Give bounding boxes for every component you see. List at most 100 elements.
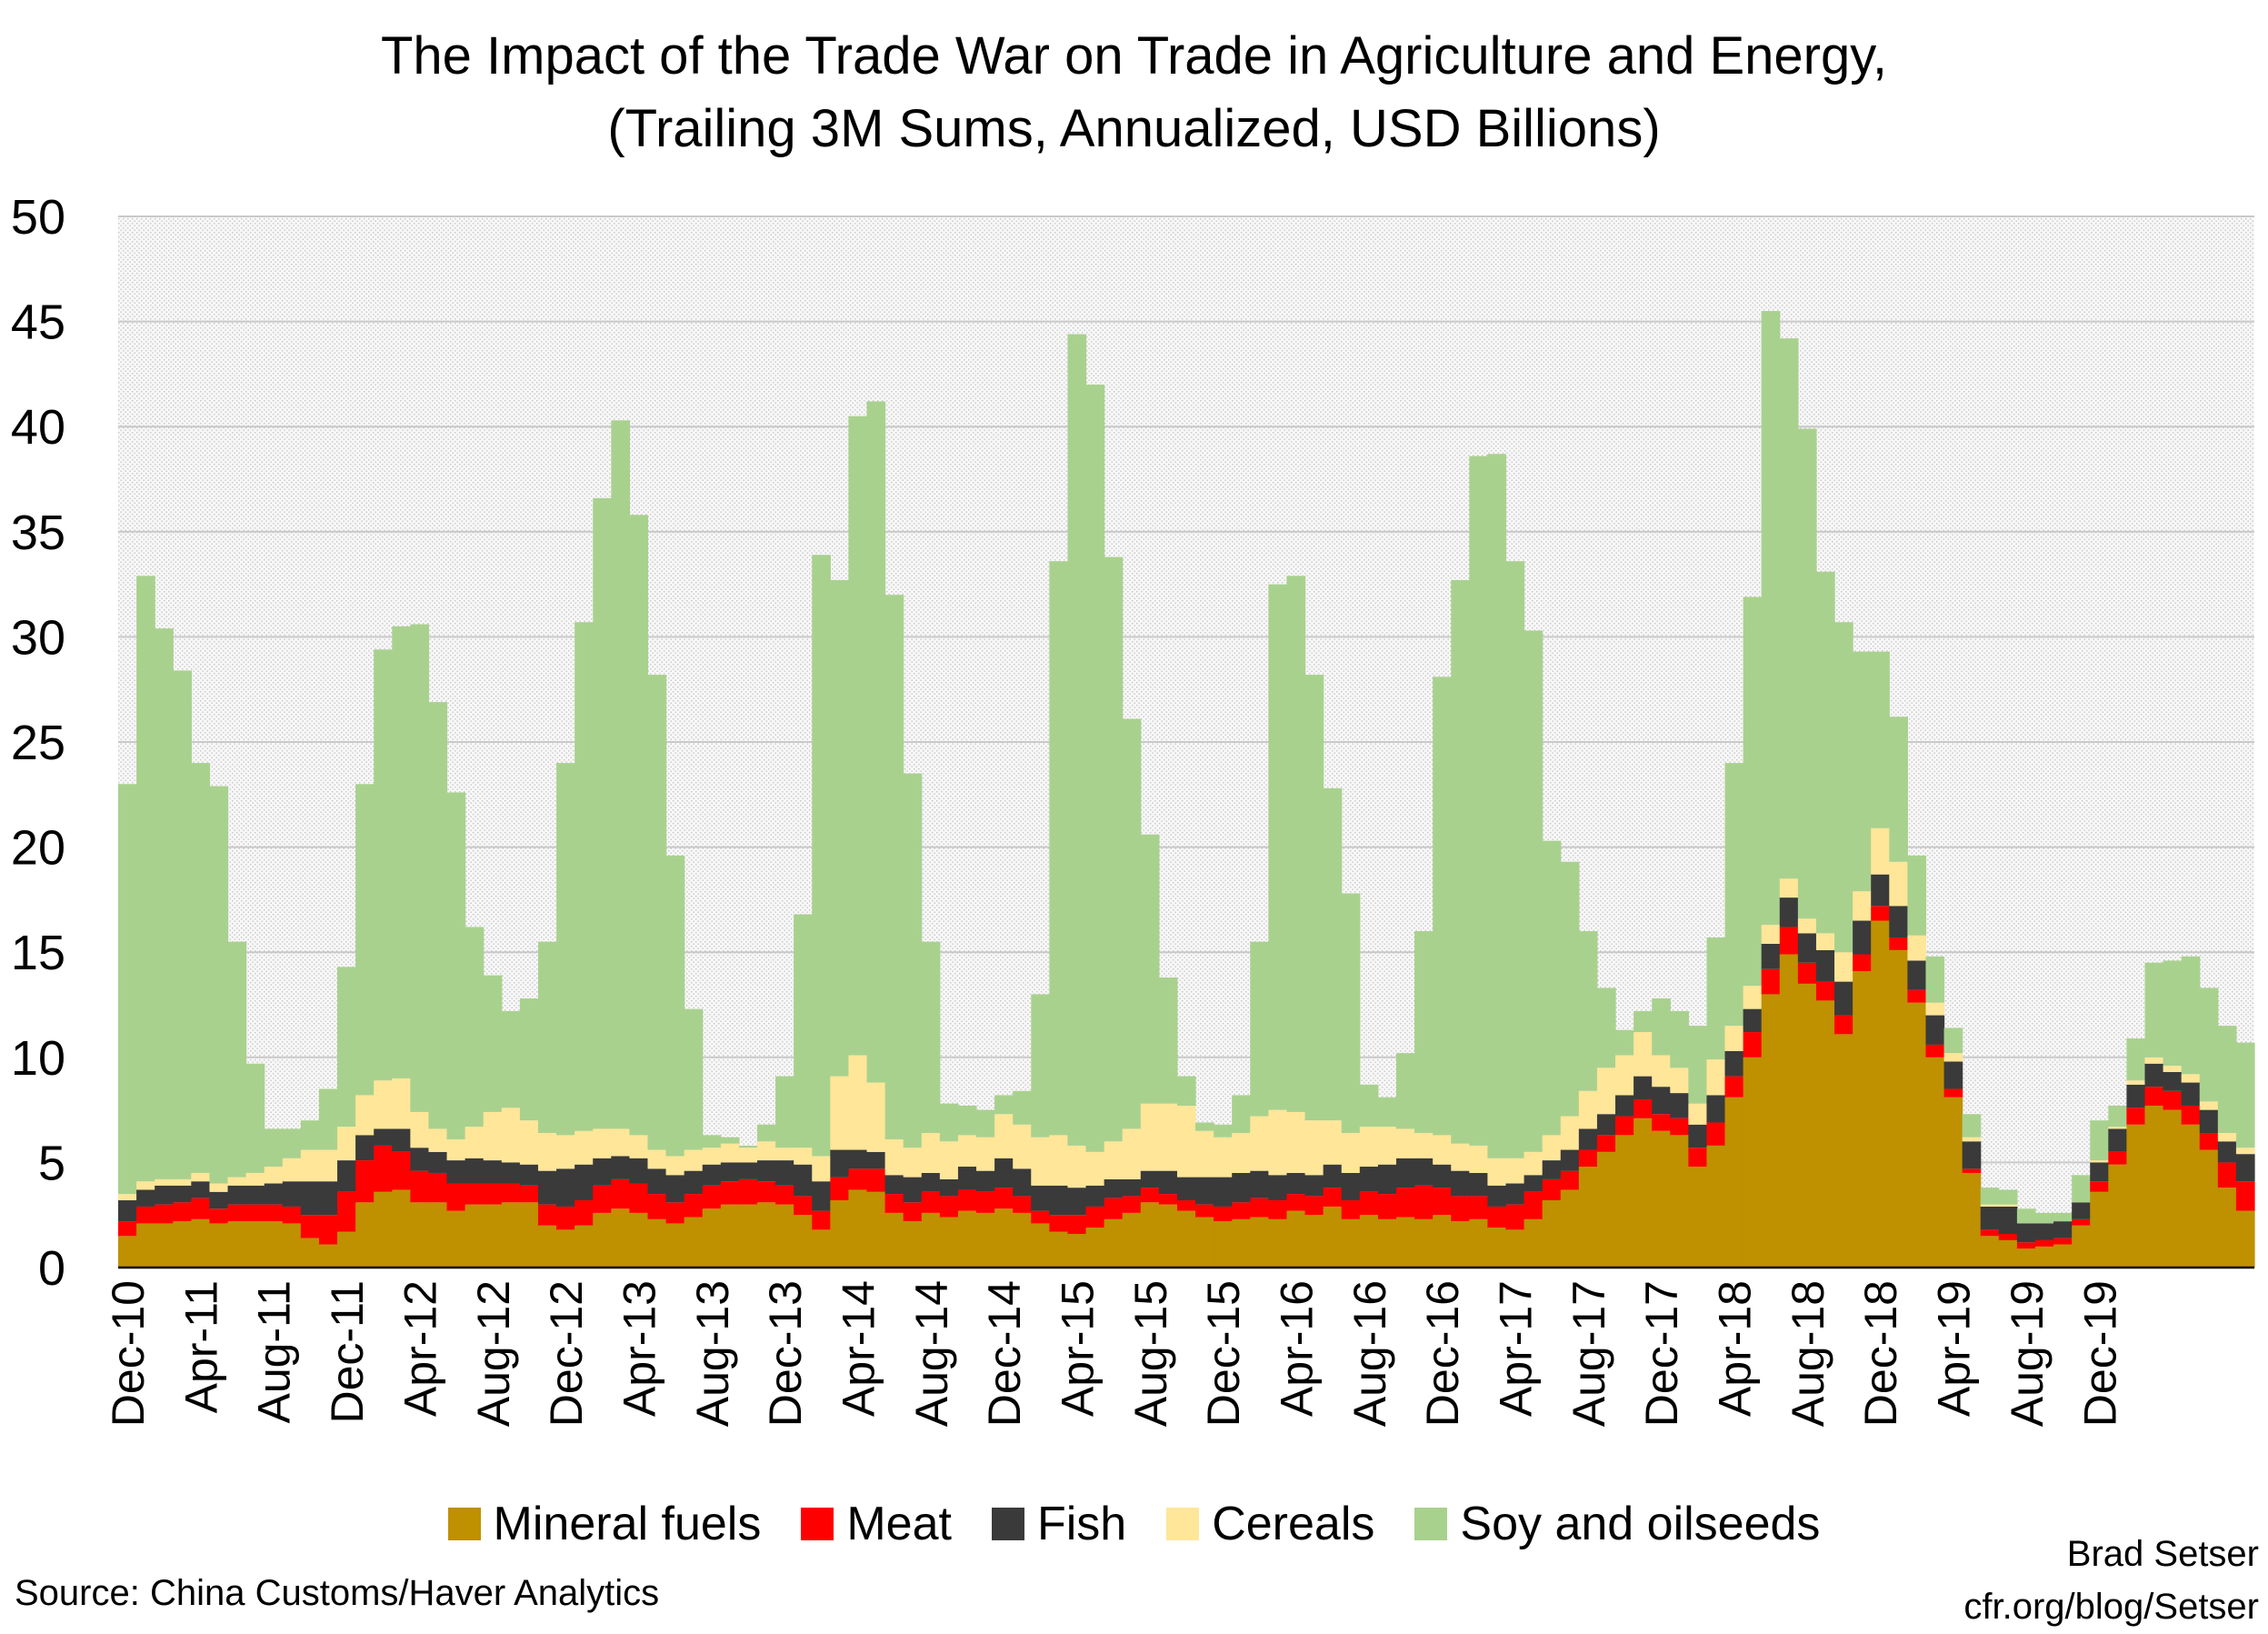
bar-fish-96	[1871, 874, 1890, 907]
bar-fish-105	[2034, 1223, 2054, 1240]
x-tick-label-apr-13: Apr-13	[614, 1280, 664, 1417]
bar-mineral-fuels-14	[374, 1191, 393, 1268]
bar-cereals-81	[1596, 1068, 1616, 1115]
bar-mineral-fuels-91	[1779, 954, 1799, 1268]
bar-fish-54	[1104, 1178, 1124, 1198]
x-tick-label-aug-13: Aug-13	[687, 1280, 738, 1427]
x-tick-label-apr-15: Apr-15	[1053, 1280, 1104, 1417]
bar-cereals-101	[1962, 1137, 1982, 1142]
bar-soy-and-oilseeds-83	[1634, 1010, 1653, 1033]
bar-mineral-fuels-77	[1524, 1218, 1544, 1268]
bar-soy-and-oilseeds-108	[2090, 1120, 2109, 1161]
bar-soy-and-oilseeds-34	[738, 1145, 758, 1148]
bar-mineral-fuels-5	[209, 1223, 229, 1268]
bar-fish-40	[848, 1149, 868, 1169]
legend-label-cereals: Cereals	[1212, 1498, 1375, 1550]
bar-soy-and-oilseeds-55	[1122, 718, 1142, 1129]
x-tick-label-aug-18: Aug-18	[1783, 1280, 1833, 1427]
bar-meat-53	[1085, 1206, 1105, 1228]
bar-mineral-fuels-36	[775, 1204, 794, 1268]
bar-meat-65	[1304, 1196, 1324, 1216]
bar-mineral-fuels-89	[1743, 1057, 1763, 1268]
bar-fish-37	[794, 1164, 813, 1197]
bar-meat-85	[1670, 1118, 1689, 1136]
bar-mineral-fuels-39	[830, 1200, 850, 1268]
bar-fish-89	[1743, 1008, 1763, 1033]
bar-fish-5	[209, 1191, 229, 1209]
bar-cereals-24	[556, 1135, 575, 1169]
legend-item-soy-and-oilseeds: Soy and oilseeds	[1414, 1497, 1820, 1551]
bar-cereals-46	[957, 1135, 977, 1168]
bar-fish-69	[1377, 1164, 1397, 1195]
bar-fish-73	[1451, 1170, 1470, 1197]
bar-meat-99	[1925, 1044, 1945, 1058]
bar-meat-17	[428, 1172, 448, 1203]
bar-soy-and-oilseeds-77	[1524, 630, 1544, 1152]
bar-fish-12	[337, 1160, 356, 1192]
bar-soy-and-oilseeds-79	[1560, 861, 1580, 1117]
bar-meat-89	[1743, 1032, 1763, 1058]
bar-soy-and-oilseeds-90	[1761, 311, 1781, 926]
bar-fish-27	[611, 1156, 630, 1179]
bar-mineral-fuels-88	[1724, 1097, 1744, 1268]
bar-mineral-fuels-83	[1634, 1118, 1653, 1268]
bar-soy-and-oilseeds-47	[976, 1109, 995, 1138]
bar-meat-50	[1031, 1210, 1050, 1224]
bar-mineral-fuels-52	[1067, 1234, 1087, 1268]
bar-soy-and-oilseeds-86	[1688, 1026, 1708, 1104]
bar-mineral-fuels-101	[1962, 1172, 1982, 1268]
bar-mineral-fuels-81	[1596, 1151, 1616, 1268]
bar-mineral-fuels-104	[2016, 1248, 2036, 1268]
bar-soy-and-oilseeds-4	[191, 763, 211, 1173]
x-tick-label-dec-12: Dec-12	[541, 1280, 592, 1427]
bar-fish-50	[1031, 1185, 1050, 1211]
bar-mineral-fuels-102	[1980, 1236, 2000, 1268]
bar-meat-34	[738, 1178, 758, 1205]
bar-mineral-fuels-46	[957, 1210, 977, 1268]
bar-soy-and-oilseeds-46	[957, 1105, 977, 1136]
bar-cereals-87	[1706, 1059, 1726, 1096]
author-url: cfr.org/blog/Setser	[1963, 1587, 2259, 1627]
bar-soy-and-oilseeds-40	[848, 416, 868, 1056]
bar-soy-and-oilseeds-27	[611, 420, 630, 1129]
bar-cereals-25	[574, 1130, 594, 1165]
bar-mineral-fuels-9	[282, 1223, 302, 1268]
bar-meat-74	[1469, 1196, 1489, 1219]
bar-cereals-85	[1670, 1068, 1689, 1094]
bar-meat-48	[994, 1188, 1014, 1209]
bar-soy-and-oilseeds-95	[1853, 651, 1872, 892]
bar-meat-24	[556, 1206, 575, 1230]
y-axis: 0 5 10 15 20 25 30 35 40 45 50	[11, 190, 65, 1296]
bar-cereals-100	[1943, 1053, 1963, 1062]
bar-soy-and-oilseeds-41	[866, 401, 886, 1083]
bar-meat-56	[1140, 1188, 1160, 1203]
bar-meat-22	[519, 1185, 539, 1203]
bar-meat-114	[2199, 1133, 2219, 1150]
x-tick-label-aug-11: Aug-11	[249, 1280, 300, 1424]
bar-fish-90	[1761, 943, 1781, 969]
bar-mineral-fuels-40	[848, 1189, 868, 1268]
bar-meat-9	[282, 1206, 302, 1224]
bar-cereals-21	[501, 1108, 521, 1163]
bar-mineral-fuels-32	[702, 1208, 722, 1268]
bar-meat-91	[1779, 927, 1799, 955]
x-tick-label-aug-15: Aug-15	[1125, 1280, 1176, 1427]
y-tick-label-30: 30	[11, 610, 65, 665]
bar-soy-and-oilseeds-78	[1542, 840, 1562, 1136]
bar-cereals-19	[465, 1127, 485, 1158]
bar-meat-70	[1395, 1188, 1415, 1218]
bar-mineral-fuels-41	[866, 1191, 886, 1268]
bar-cereals-66	[1323, 1120, 1343, 1165]
bar-fish-113	[2181, 1082, 2201, 1106]
bar-mineral-fuels-62	[1250, 1217, 1269, 1268]
bar-soy-and-oilseeds-74	[1469, 456, 1489, 1146]
bar-cereals-51	[1049, 1135, 1069, 1186]
bar-cereals-37	[794, 1148, 813, 1165]
bar-fish-46	[957, 1167, 977, 1190]
bar-fish-78	[1542, 1160, 1562, 1179]
x-tick-label-apr-11: Apr-11	[175, 1280, 226, 1413]
bar-mineral-fuels-21	[501, 1202, 521, 1268]
bar-cereals-99	[1925, 1002, 1945, 1016]
bar-fish-13	[355, 1135, 375, 1161]
